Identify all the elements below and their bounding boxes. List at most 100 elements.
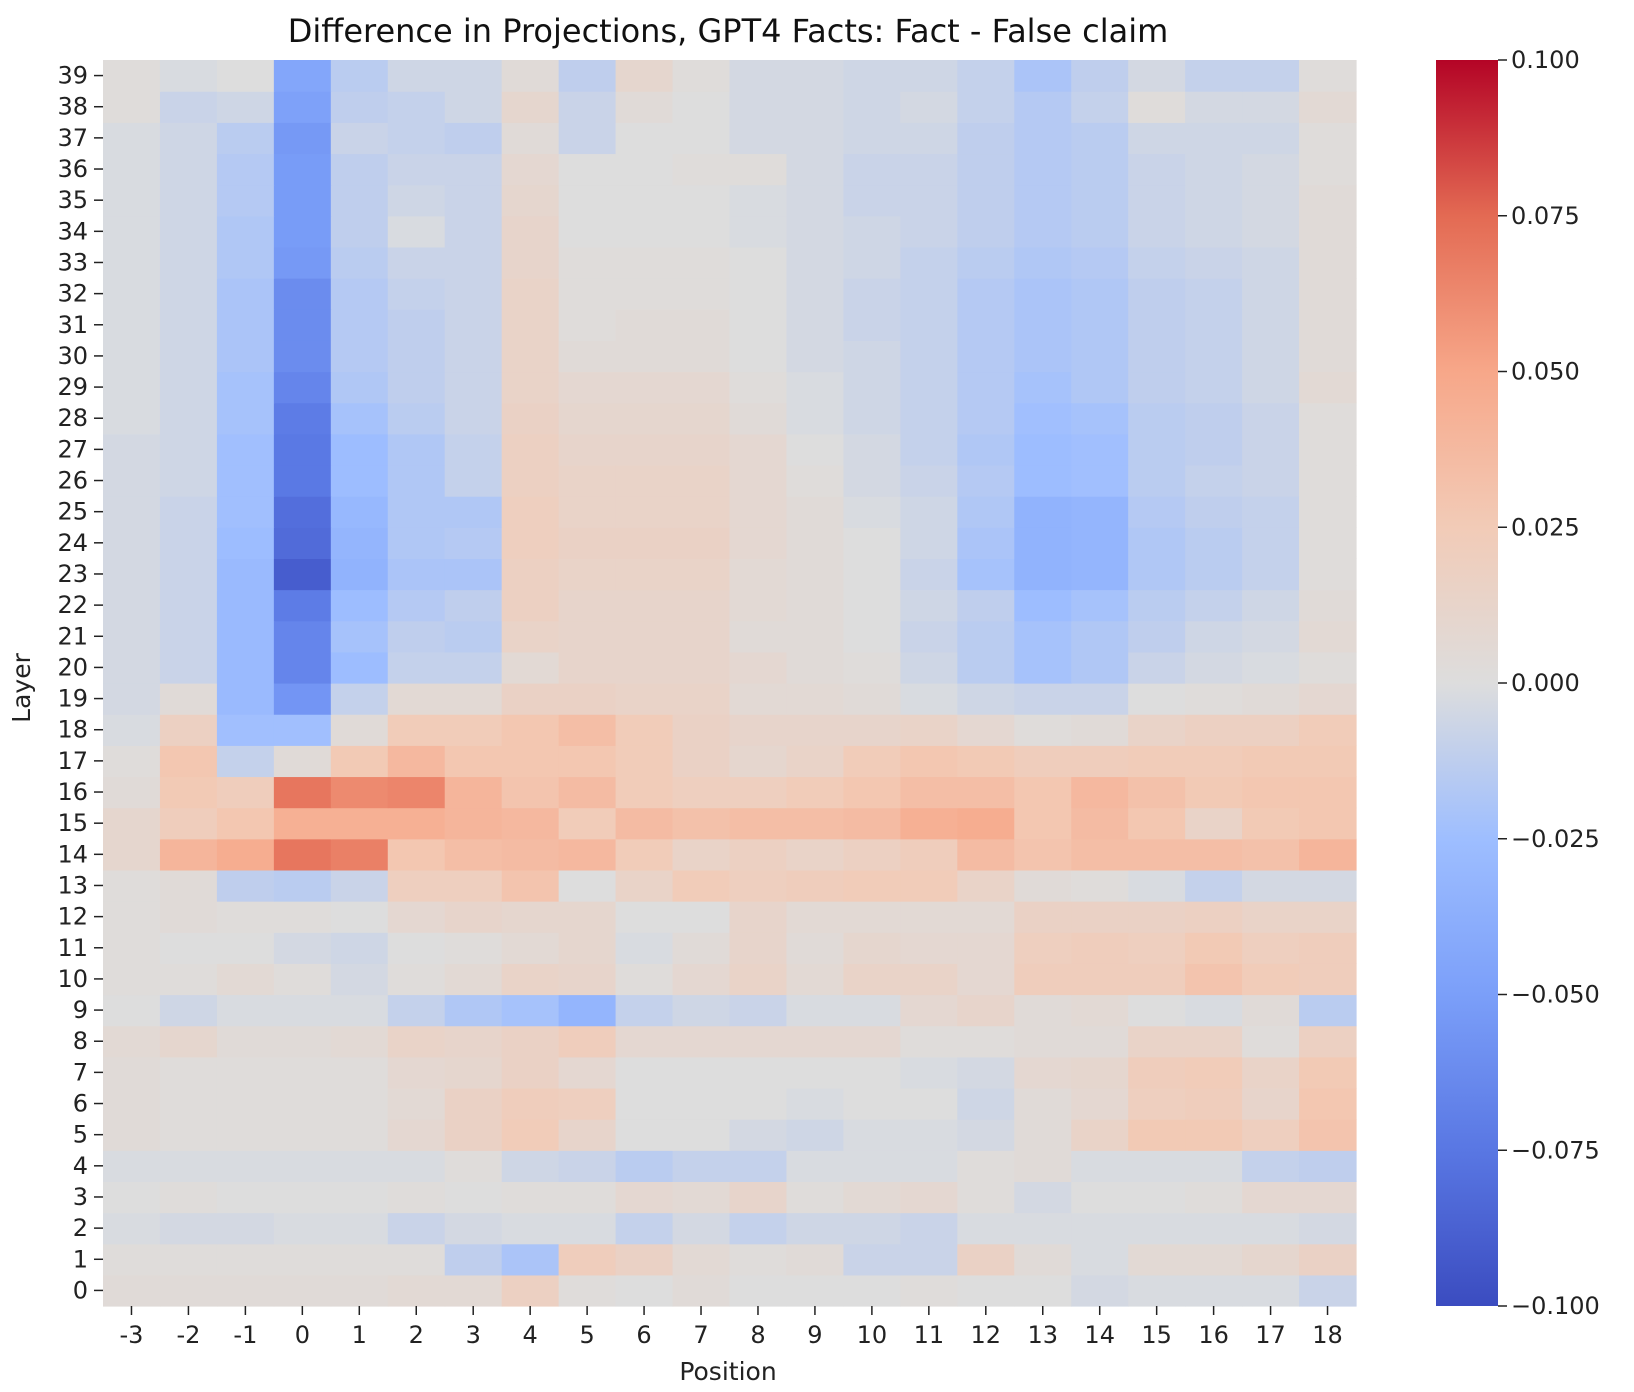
heatmap-cell	[159, 1150, 218, 1182]
heatmap-cell	[1014, 309, 1072, 341]
heatmap-cell	[330, 932, 389, 964]
heatmap-cell	[216, 278, 275, 310]
heatmap-cell	[1299, 60, 1357, 92]
heatmap-cell	[444, 869, 503, 902]
heatmap-cell	[672, 869, 731, 902]
heatmap-cell	[558, 91, 617, 123]
x-tick-label: 7	[693, 1321, 708, 1349]
heatmap-cell	[1299, 1212, 1357, 1245]
heatmap-cell	[900, 932, 958, 964]
heatmap-cell	[1242, 932, 1300, 964]
heatmap-cell	[387, 464, 446, 497]
heatmap-cell	[1071, 838, 1129, 871]
heatmap-cell	[729, 1150, 788, 1182]
heatmap-cell	[273, 91, 332, 123]
heatmap-cell	[957, 340, 1015, 373]
heatmap-cell	[957, 309, 1015, 341]
heatmap-cell	[444, 745, 503, 778]
heatmap-cell	[1128, 838, 1186, 871]
heatmap-cell	[615, 184, 674, 217]
heatmap-cell	[1128, 402, 1186, 435]
heatmap-cell	[216, 153, 275, 186]
heatmap-cell	[1299, 309, 1357, 341]
heatmap-cell	[900, 527, 958, 559]
heatmap-cell	[1071, 1056, 1129, 1089]
heatmap-cell	[103, 838, 161, 871]
heatmap-cell	[159, 558, 218, 591]
y-tick-label: 13	[57, 871, 88, 899]
y-tick-label: 16	[57, 778, 88, 806]
heatmap-cell	[1014, 153, 1072, 186]
heatmap-cell	[672, 776, 731, 809]
heatmap-cell	[1014, 1243, 1072, 1276]
heatmap-cell	[957, 807, 1015, 840]
heatmap-cell	[103, 1181, 161, 1214]
heatmap-cell	[1242, 1025, 1300, 1058]
heatmap-cell	[672, 620, 731, 653]
heatmap-cell	[615, 932, 674, 964]
heatmap-cell	[957, 184, 1015, 217]
heatmap-cell	[1071, 309, 1129, 341]
x-tick-label: 18	[1312, 1321, 1343, 1349]
heatmap-cell	[159, 122, 218, 155]
heatmap-cell	[159, 246, 218, 279]
heatmap-cell	[216, 91, 275, 123]
heatmap-cell	[159, 683, 218, 715]
x-tick-label: 1	[352, 1321, 367, 1349]
heatmap-cell	[330, 620, 389, 653]
x-axis-title: Position	[679, 1357, 776, 1386]
heatmap-cell	[1071, 527, 1129, 559]
heatmap-cell	[1242, 91, 1300, 123]
heatmap-cell	[558, 1274, 617, 1307]
heatmap-cell	[501, 932, 560, 964]
heatmap-cell	[1185, 1243, 1243, 1276]
heatmap-cell	[957, 1056, 1015, 1089]
y-tick-label: 35	[57, 186, 88, 214]
heatmap-cell	[1299, 651, 1357, 684]
x-tick-label: 10	[857, 1321, 888, 1349]
heatmap-cell	[1185, 1025, 1243, 1058]
heatmap-cell	[786, 496, 844, 528]
y-tick-label: 8	[73, 1027, 88, 1055]
heatmap-cell	[558, 309, 617, 341]
y-tick-label: 30	[57, 342, 88, 370]
heatmap-cell	[786, 683, 844, 715]
heatmap-cell	[1185, 278, 1243, 310]
heatmap-cell	[957, 1087, 1015, 1120]
heatmap-cell	[330, 496, 389, 528]
heatmap-cell	[1299, 620, 1357, 653]
heatmap-cell	[1242, 1087, 1300, 1120]
heatmap-cell	[615, 1212, 674, 1245]
heatmap-cell	[843, 1087, 901, 1120]
heatmap-cell	[729, 1056, 788, 1089]
heatmap-cell	[729, 1087, 788, 1120]
heatmap-cell	[330, 60, 389, 92]
heatmap-cell	[900, 153, 958, 186]
y-tick-label: 12	[57, 903, 88, 931]
heatmap-cell	[558, 589, 617, 622]
heatmap-cell	[330, 1087, 389, 1120]
heatmap-cell	[387, 869, 446, 902]
heatmap-cell	[957, 496, 1015, 528]
heatmap-cell	[1071, 869, 1129, 902]
heatmap-cell	[387, 153, 446, 186]
heatmap-cell	[159, 838, 218, 871]
heatmap-cell	[729, 60, 788, 92]
heatmap-cell	[216, 464, 275, 497]
heatmap-cell	[501, 122, 560, 155]
heatmap-cell	[444, 464, 503, 497]
heatmap-cell	[615, 371, 674, 404]
heatmap-cell	[387, 215, 446, 248]
heatmap-cell	[1185, 1212, 1243, 1245]
heatmap-cell	[330, 402, 389, 435]
heatmap-cell	[273, 651, 332, 684]
heatmap-cell	[957, 464, 1015, 497]
x-tick-label: 12	[971, 1321, 1002, 1349]
heatmap-cell	[330, 714, 389, 746]
heatmap-cell	[1128, 1243, 1186, 1276]
heatmap-cell	[159, 807, 218, 840]
heatmap-cell	[786, 901, 844, 933]
heatmap-cell	[103, 402, 161, 435]
heatmap-cell	[1128, 1212, 1186, 1245]
x-tick-label: 15	[1141, 1321, 1172, 1349]
